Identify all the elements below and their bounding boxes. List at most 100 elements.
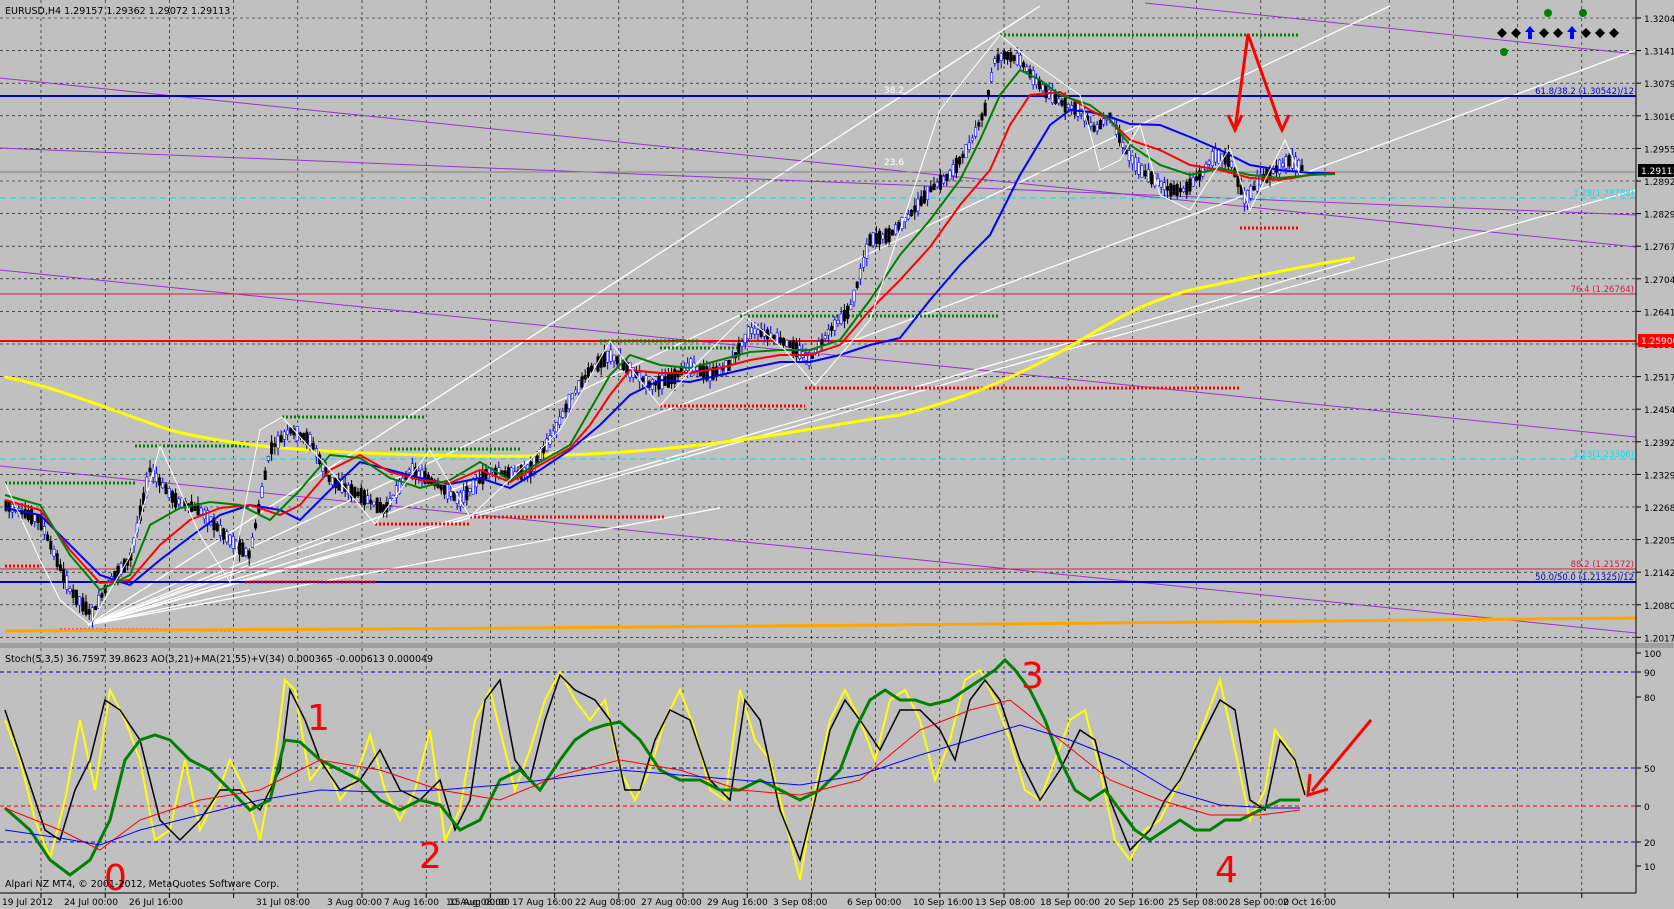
zigzag-line — [4, 34, 1301, 626]
candle-body — [823, 335, 827, 340]
candle-body — [999, 52, 1003, 61]
candle-body — [30, 508, 34, 525]
candle-body — [1006, 51, 1010, 60]
signal-dot — [1544, 9, 1552, 17]
candle-body — [1130, 155, 1134, 165]
candle-body — [1137, 162, 1141, 175]
candle-body — [58, 564, 62, 571]
candle-body — [116, 565, 120, 579]
time-tick-label: 10 Aug 08:00 — [446, 898, 507, 908]
candle-body — [196, 503, 200, 516]
candle-body — [791, 340, 795, 355]
time-tick-label: 17 Aug 16:00 — [512, 898, 573, 908]
candle-body — [772, 335, 776, 339]
candle-body — [1198, 170, 1202, 181]
candle-body — [254, 522, 258, 529]
candle-body — [535, 455, 539, 464]
candle-body — [199, 507, 203, 515]
candle-body — [890, 229, 894, 236]
ma-200-yellow — [4, 256, 1356, 458]
candle-body — [1102, 118, 1106, 125]
wave-label-0: 0 — [104, 858, 127, 899]
price-tick-label: 1.31410 — [1644, 48, 1674, 58]
candle-body — [574, 389, 578, 394]
candle-body — [753, 327, 757, 335]
candle-body — [330, 477, 334, 485]
candle-body — [983, 102, 987, 116]
right-axis[interactable]: 1.32040 1.31410 1.30795 1.30165 1.29550 1.289… — [1635, 0, 1674, 893]
candle-body — [1284, 156, 1288, 169]
candle-body — [308, 434, 312, 446]
candle-body — [846, 305, 850, 320]
candle-body — [615, 356, 619, 365]
signal-diamond — [1581, 28, 1591, 38]
ma-slow-blue — [4, 108, 1335, 587]
candle-body — [954, 157, 958, 173]
candle-body — [1041, 84, 1045, 92]
candle-body — [241, 542, 245, 557]
price-panel[interactable]: 38.2 23.6 61.8/38.2 (1.30542)/12 76.4 (1… — [0, 0, 1637, 643]
panel-separator[interactable] — [0, 643, 1674, 648]
osc-tick-label: 50 — [1644, 765, 1656, 775]
candle-body — [1175, 184, 1179, 196]
candle-body — [270, 442, 274, 455]
candle-body — [926, 186, 930, 200]
candle-body — [874, 232, 878, 244]
candle-body — [862, 257, 866, 268]
candle-body — [913, 205, 917, 213]
candle-body — [833, 319, 837, 331]
candle-body — [746, 326, 750, 340]
candle-body — [1252, 185, 1256, 191]
oscillator-panel[interactable]: 0 1 2 3 4 — [0, 648, 1636, 899]
signal-arrow-up — [1567, 26, 1577, 39]
candle-body — [49, 540, 53, 550]
candle-body — [788, 342, 792, 348]
level-lines[interactable] — [0, 95, 1636, 583]
wave-label-3: 3 — [1021, 656, 1044, 697]
time-tick-label: 25 Sep 08:00 — [1168, 898, 1228, 908]
candle-body — [161, 482, 165, 489]
candle-body — [97, 594, 101, 609]
candle-body — [938, 174, 942, 190]
ma-mid-green — [4, 68, 1336, 592]
candle-body — [423, 471, 427, 485]
candle-body — [986, 90, 990, 96]
time-axis[interactable]: 19 Jul 2012 24 Jul 00:00 26 Jul 16:00 31 Ju… — [0, 892, 1636, 908]
candle-body — [778, 337, 782, 344]
candle-body — [974, 127, 978, 137]
candle-body — [1140, 165, 1144, 178]
candle-body — [26, 509, 30, 521]
price-tick-label: 1.28920 — [1644, 178, 1674, 188]
candle-body — [906, 213, 910, 220]
signal-diamond — [1497, 28, 1507, 38]
osc-tick-label: 100 — [1644, 650, 1661, 660]
candle-body — [1150, 171, 1154, 185]
candle-body — [708, 368, 712, 382]
candle-body — [103, 585, 107, 594]
candle-body — [314, 448, 318, 458]
time-tick-label: 2 Oct 16:00 — [1283, 898, 1336, 908]
time-tick-label: 26 Jul 16:00 — [129, 898, 183, 908]
osc-tick-label: 20 — [1644, 839, 1656, 849]
candle-body — [174, 492, 178, 508]
candle-body — [558, 416, 562, 426]
ma-long-orange — [4, 616, 1637, 633]
candle-body — [369, 499, 373, 504]
osc-tick-label: 90 — [1644, 669, 1656, 679]
signal-diamond — [1609, 28, 1619, 38]
candle-body — [1095, 124, 1099, 132]
candle-body — [391, 494, 395, 499]
candle-body — [42, 526, 46, 535]
candle-body — [1290, 154, 1294, 169]
candle-body — [705, 366, 709, 381]
fib-882-label: 88.2 (1.21572) — [1571, 560, 1634, 570]
price-tick-label: 1.20175 — [1644, 634, 1674, 644]
candle-body — [356, 491, 360, 497]
candle-body — [865, 243, 869, 259]
candle-body — [570, 393, 574, 400]
copyright-text: Alpari NZ MT4, © 2001-2012, MetaQuotes S… — [5, 879, 279, 890]
dotted-resistance-levels — [5, 33, 1300, 485]
candle-body — [231, 536, 235, 549]
candle-body — [830, 325, 834, 331]
